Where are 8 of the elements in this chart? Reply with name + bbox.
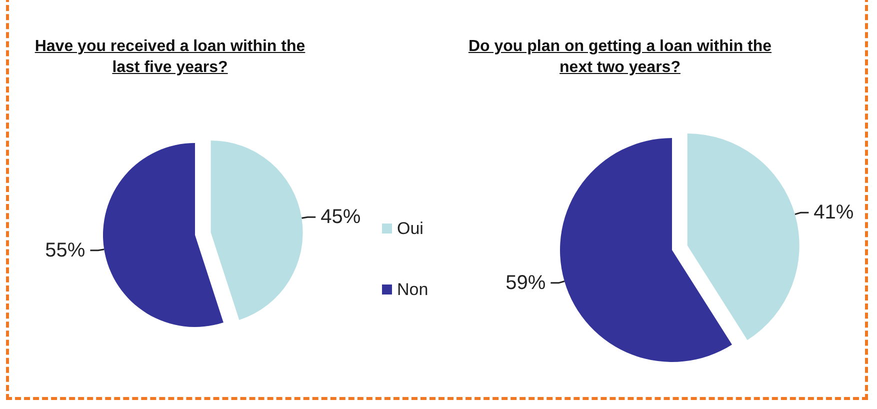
- chart-title: Do you plan on getting a loan within the next two years?: [467, 37, 773, 78]
- data-label: 55%: [45, 239, 86, 262]
- chart-title: Have you received a loan within the last five years?: [34, 37, 306, 78]
- data-label: 45%: [320, 206, 361, 228]
- data-label: 59%: [506, 272, 546, 294]
- legend-label: Non: [397, 280, 428, 299]
- legend-label: Oui: [397, 219, 424, 238]
- data-label: 41%: [814, 202, 854, 224]
